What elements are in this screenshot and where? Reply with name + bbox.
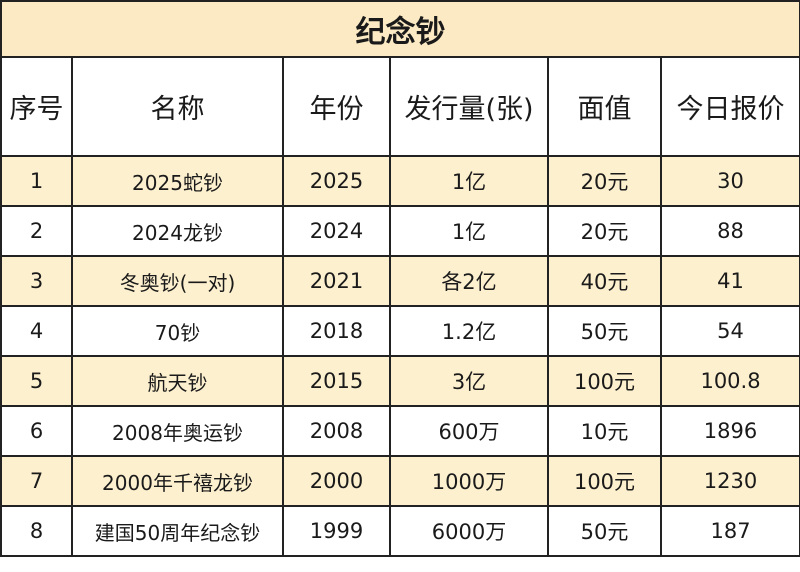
cell-face-value: 100元 bbox=[547, 455, 662, 507]
cell-issue: 600万 bbox=[389, 405, 549, 457]
cell-face-value: 20元 bbox=[547, 155, 662, 207]
header-index: 序号 bbox=[0, 56, 73, 157]
cell-name: 航天钞 bbox=[71, 355, 284, 407]
cell-issue: 1亿 bbox=[389, 205, 549, 257]
cell-index: 3 bbox=[0, 255, 73, 307]
cell-year: 2000 bbox=[282, 455, 391, 507]
cell-issue: 6000万 bbox=[389, 505, 549, 557]
cell-index: 6 bbox=[0, 405, 73, 457]
cell-year: 2018 bbox=[282, 305, 391, 357]
cell-year: 1999 bbox=[282, 505, 391, 557]
header-year: 年份 bbox=[282, 56, 391, 157]
cell-face-value: 20元 bbox=[547, 205, 662, 257]
header-name: 名称 bbox=[71, 56, 284, 157]
cell-index: 5 bbox=[0, 355, 73, 407]
table-row: 7 2000年千禧龙钞 2000 1000万 100元 1230 bbox=[0, 455, 800, 507]
table-row: 1 2025蛇钞 2025 1亿 20元 30 bbox=[0, 155, 800, 207]
cell-price: 100.8 bbox=[659, 355, 800, 407]
cell-index: 1 bbox=[0, 155, 73, 207]
cell-index: 4 bbox=[0, 305, 73, 357]
table-row: 4 70钞 2018 1.2亿 50元 54 bbox=[0, 305, 800, 357]
title-row: 纪念钞 bbox=[0, 0, 800, 58]
cell-issue: 3亿 bbox=[389, 355, 549, 407]
table-title: 纪念钞 bbox=[0, 0, 800, 58]
cell-year: 2021 bbox=[282, 255, 391, 307]
table-row: 3 冬奥钞(一对) 2021 各2亿 40元 41 bbox=[0, 255, 800, 307]
cell-index: 7 bbox=[0, 455, 73, 507]
cell-year: 2025 bbox=[282, 155, 391, 207]
cell-face-value: 50元 bbox=[547, 305, 662, 357]
cell-name: 2008年奥运钞 bbox=[71, 405, 284, 457]
cell-face-value: 40元 bbox=[547, 255, 662, 307]
cell-price: 1230 bbox=[659, 455, 800, 507]
table-row: 5 航天钞 2015 3亿 100元 100.8 bbox=[0, 355, 800, 407]
cell-price: 88 bbox=[659, 205, 800, 257]
cell-name: 70钞 bbox=[71, 305, 284, 357]
table-row: 8 建国50周年纪念钞 1999 6000万 50元 187 bbox=[0, 505, 800, 557]
cell-price: 41 bbox=[659, 255, 800, 307]
cell-face-value: 50元 bbox=[547, 505, 662, 557]
cell-issue: 1亿 bbox=[389, 155, 549, 207]
cell-price: 30 bbox=[659, 155, 800, 207]
header-price: 今日报价 bbox=[659, 56, 800, 157]
cell-issue: 1.2亿 bbox=[389, 305, 549, 357]
cell-name: 2025蛇钞 bbox=[71, 155, 284, 207]
cell-price: 54 bbox=[659, 305, 800, 357]
commemorative-notes-table: 纪念钞 序号 名称 年份 发行量(张) 面值 今日报价 1 2025蛇钞 202… bbox=[0, 0, 800, 557]
table-row: 2 2024龙钞 2024 1亿 20元 88 bbox=[0, 205, 800, 257]
cell-face-value: 10元 bbox=[547, 405, 662, 457]
cell-issue: 各2亿 bbox=[389, 255, 549, 307]
cell-face-value: 100元 bbox=[547, 355, 662, 407]
cell-year: 2008 bbox=[282, 405, 391, 457]
cell-issue: 1000万 bbox=[389, 455, 549, 507]
cell-name: 2024龙钞 bbox=[71, 205, 284, 257]
cell-name: 冬奥钞(一对) bbox=[71, 255, 284, 307]
cell-year: 2015 bbox=[282, 355, 391, 407]
cell-price: 187 bbox=[659, 505, 800, 557]
header-issue: 发行量(张) bbox=[389, 56, 549, 157]
cell-name: 建国50周年纪念钞 bbox=[71, 505, 284, 557]
cell-index: 8 bbox=[0, 505, 73, 557]
cell-price: 1896 bbox=[659, 405, 800, 457]
header-row: 序号 名称 年份 发行量(张) 面值 今日报价 bbox=[0, 56, 800, 157]
cell-name: 2000年千禧龙钞 bbox=[71, 455, 284, 507]
cell-index: 2 bbox=[0, 205, 73, 257]
table-row: 6 2008年奥运钞 2008 600万 10元 1896 bbox=[0, 405, 800, 457]
header-face-value: 面值 bbox=[547, 56, 662, 157]
cell-year: 2024 bbox=[282, 205, 391, 257]
